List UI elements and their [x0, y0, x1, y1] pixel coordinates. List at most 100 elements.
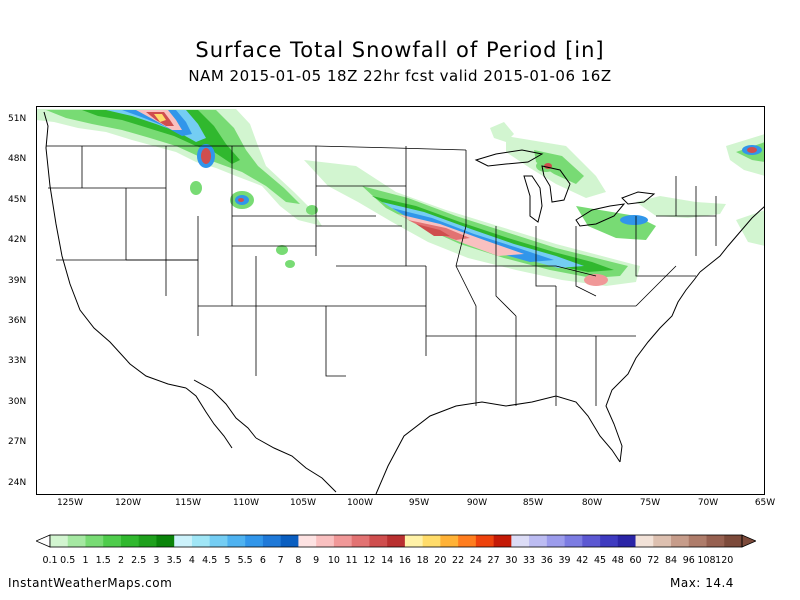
- lon-label: 75W: [639, 498, 661, 508]
- lat-label: 27N: [8, 437, 27, 447]
- legend-swatch: [475, 535, 494, 547]
- lon-label: 95W: [408, 498, 430, 508]
- legend-label: 5.5: [237, 555, 253, 566]
- coastlines: [43, 111, 765, 495]
- legend-label: 2: [117, 555, 124, 566]
- legend-swatch: [298, 535, 317, 547]
- snowfall-region-northwest: [36, 109, 322, 268]
- legend-label: 2.5: [131, 555, 147, 566]
- lon-label: 100W: [346, 498, 374, 508]
- legend-label: 27: [487, 555, 500, 566]
- legend-label: 30: [505, 555, 518, 566]
- legend-label: 5: [224, 555, 231, 566]
- snowfall-region-central-band: [304, 160, 640, 286]
- state-borders: [46, 145, 717, 406]
- legend-label: 36: [540, 555, 553, 566]
- legend-label: 3.5: [166, 555, 182, 566]
- legend-label: 0.5: [60, 555, 76, 566]
- legend-label: 72: [647, 555, 660, 566]
- legend-swatch: [67, 535, 86, 547]
- legend-label: 42: [576, 555, 589, 566]
- snowfall-map: [36, 106, 765, 495]
- lon-label: 65W: [754, 498, 776, 508]
- legend-frame: [49, 534, 743, 548]
- legend-swatch: [564, 535, 583, 547]
- legend-swatch: [706, 535, 725, 547]
- site-name: InstantWeatherMaps.com: [8, 576, 173, 590]
- legend-swatch: [671, 535, 690, 547]
- legend-label: 20: [434, 555, 447, 566]
- lon-label: 110W: [232, 498, 260, 508]
- legend-swatch: [191, 535, 210, 547]
- max-readout: Max: 14.4: [670, 576, 734, 590]
- legend-label: 16: [398, 555, 411, 566]
- legend-swatch: [209, 535, 228, 547]
- lat-label: 48N: [8, 154, 27, 164]
- legend-label: 8: [295, 555, 302, 566]
- lat-label: 51N: [8, 114, 27, 124]
- max-value: 14.4: [705, 576, 734, 590]
- lon-label: 80W: [581, 498, 603, 508]
- lon-label: 115W: [174, 498, 202, 508]
- max-label: Max:: [670, 576, 701, 590]
- legend-label: 12: [363, 555, 376, 566]
- lat-label: 36N: [8, 316, 27, 326]
- legend-label: 60: [629, 555, 642, 566]
- legend-swatch: [688, 535, 707, 547]
- legend-swatch: [103, 535, 122, 547]
- legend-swatch: [387, 535, 406, 547]
- legend-swatch: [458, 535, 477, 547]
- legend-swatch: [600, 535, 619, 547]
- legend-swatch: [529, 535, 548, 547]
- legend-label: 1: [82, 555, 89, 566]
- legend-swatch: [156, 535, 175, 547]
- legend-swatch: [653, 535, 672, 547]
- legend-colorbar: [36, 534, 756, 548]
- map-subtitle: NAM 2015-01-05 18Z 22hr fcst valid 2015-…: [188, 67, 612, 85]
- legend-label: 48: [611, 555, 624, 566]
- legend-label: 96: [682, 555, 695, 566]
- legend-label: 4.5: [202, 555, 218, 566]
- legend-arrow-left: [36, 534, 51, 548]
- legend-swatch: [85, 535, 104, 547]
- legend-label: 3: [153, 555, 160, 566]
- lat-label: 33N: [8, 356, 27, 366]
- legend-label: 24: [469, 555, 482, 566]
- legend-label: 9: [313, 555, 320, 566]
- legend-label: 14: [381, 555, 394, 566]
- legend-label: 84: [664, 555, 678, 566]
- legend-swatch: [369, 535, 388, 547]
- map-border: [36, 106, 765, 495]
- legend-swatch: [440, 535, 459, 547]
- lon-label: 85W: [522, 498, 544, 508]
- legend-label: 33: [523, 555, 536, 566]
- legend-swatch: [262, 535, 281, 547]
- legend-swatch: [582, 535, 601, 547]
- lon-label: 90W: [466, 498, 488, 508]
- legend-arrow-right: [741, 534, 756, 548]
- lat-label: 39N: [8, 276, 27, 286]
- legend-swatch: [138, 535, 157, 547]
- legend-swatch: [635, 535, 654, 547]
- legend-swatch: [404, 535, 423, 547]
- legend-swatch: [511, 535, 530, 547]
- lat-label: 30N: [8, 397, 27, 407]
- lon-label: 120W: [114, 498, 142, 508]
- lat-label: 24N: [8, 478, 27, 488]
- great-lakes: [474, 149, 656, 227]
- lat-label: 42N: [8, 235, 27, 245]
- lon-label: 105W: [289, 498, 317, 508]
- legend-swatch: [245, 535, 264, 547]
- legend-label: 0.1: [42, 555, 58, 566]
- legend-swatch: [316, 535, 335, 547]
- legend-label: 6: [259, 555, 266, 566]
- legend-label: 10: [327, 555, 340, 566]
- legend-swatch: [280, 535, 299, 547]
- legend-swatch: [227, 535, 246, 547]
- legend-label: 45: [594, 555, 607, 566]
- legend-label: 18: [416, 555, 429, 566]
- legend-swatch: [422, 535, 441, 547]
- legend-label: 22: [452, 555, 465, 566]
- legend-swatch: [493, 535, 512, 547]
- legend-swatch: [174, 535, 193, 547]
